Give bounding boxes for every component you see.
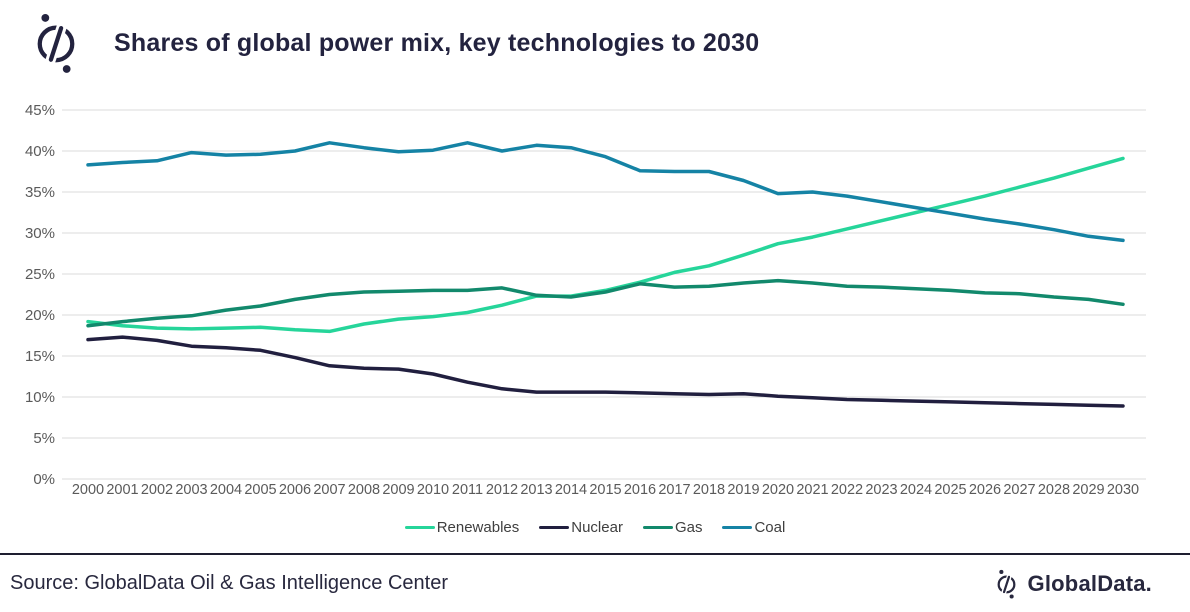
- chart-area: 0% 5% 10% 15% 20% 25% 30% 35% 40% 45% 2000 2001 2002…: [0, 90, 1190, 545]
- x-tick-label: 2009: [382, 482, 414, 498]
- brand-lockup: GlobalData.: [994, 569, 1152, 599]
- x-tick-label: 2027: [1003, 482, 1035, 498]
- x-tick-label: 2014: [555, 482, 587, 498]
- y-tick-label: 10%: [25, 389, 55, 406]
- x-tick-label: 2010: [417, 482, 449, 498]
- x-tick-label: 2015: [589, 482, 621, 498]
- coal-line-swatch: [722, 525, 753, 530]
- x-tick-label: 2000: [72, 482, 104, 498]
- legend-label: Gas: [674, 519, 703, 536]
- x-tick-label: 2013: [520, 482, 552, 498]
- renewables-line-swatch: [404, 525, 435, 530]
- chart-legend: Renewables Nuclear Gas Coal: [0, 519, 1190, 536]
- x-tick-label: 2030: [1107, 482, 1139, 498]
- x-tick-label: 2026: [969, 482, 1001, 498]
- x-tick-label: 2004: [210, 482, 242, 498]
- y-tick-label: 5%: [33, 430, 55, 447]
- y-tick-label: 20%: [25, 307, 55, 324]
- legend-item-nuclear: Nuclear: [539, 519, 623, 536]
- x-tick-label: 2017: [658, 482, 690, 498]
- x-tick-label: 2028: [1038, 482, 1070, 498]
- x-tick-label: 2023: [865, 482, 897, 498]
- x-tick-label: 2005: [244, 482, 276, 498]
- globaldata-logo-icon: [37, 14, 75, 73]
- y-tick-label: 0%: [33, 471, 55, 488]
- y-tick-label: 40%: [25, 143, 55, 160]
- x-tick-label: 2020: [762, 482, 794, 498]
- x-tick-label: 2012: [486, 482, 518, 498]
- x-tick-label: 2019: [727, 482, 759, 498]
- x-tick-label: 2007: [313, 482, 345, 498]
- legend-item-gas: Gas: [642, 519, 703, 536]
- x-tick-label: 2021: [796, 482, 828, 498]
- y-tick-label: 35%: [25, 184, 55, 201]
- globaldata-footer-logo-icon: [997, 569, 1015, 599]
- series-line-gas: [86, 278, 1125, 328]
- x-tick-label: 2002: [141, 482, 173, 498]
- legend-label: Coal: [754, 519, 786, 536]
- x-tick-label: 2016: [624, 482, 656, 498]
- legend-label: Nuclear: [571, 519, 623, 536]
- x-tick-label: 2029: [1072, 482, 1104, 498]
- brand-name: GlobalData.: [1027, 570, 1152, 596]
- y-tick-label: 45%: [25, 102, 55, 119]
- legend-label: Renewables: [436, 519, 520, 536]
- y-tick-label: 25%: [25, 266, 55, 283]
- series-line-nuclear: [86, 335, 1125, 408]
- footer: Source: GlobalData Oil & Gas Intelligenc…: [0, 553, 1190, 612]
- x-tick-label: 2003: [175, 482, 207, 498]
- x-tick-label: 2011: [452, 482, 483, 498]
- legend-item-renewables: Renewables: [404, 519, 520, 536]
- x-tick-label: 2025: [934, 482, 966, 498]
- series-line-coal: [86, 141, 1125, 243]
- x-tick-label: 2024: [900, 482, 932, 498]
- series-line-renewables: [86, 156, 1125, 334]
- page-title: Shares of global power mix, key technolo…: [114, 28, 760, 57]
- legend-item-coal: Coal: [722, 519, 785, 536]
- x-tick-label: 2008: [348, 482, 380, 498]
- x-tick-label: 2022: [831, 482, 863, 498]
- y-tick-label: 15%: [25, 348, 55, 365]
- x-tick-label: 2001: [106, 482, 138, 498]
- x-tick-label: 2018: [693, 482, 725, 498]
- header: Shares of global power mix, key technolo…: [30, 12, 759, 74]
- y-tick-label: 30%: [25, 225, 55, 242]
- x-tick-label: 2006: [279, 482, 311, 498]
- gas-line-swatch: [642, 525, 673, 530]
- nuclear-line-swatch: [539, 525, 570, 530]
- source-attribution: Source: GlobalData Oil & Gas Intelligenc…: [10, 572, 448, 594]
- chart-canvas: 0% 5% 10% 15% 20% 25% 30% 35% 40% 45% 2000 2001 2002…: [25, 102, 1146, 498]
